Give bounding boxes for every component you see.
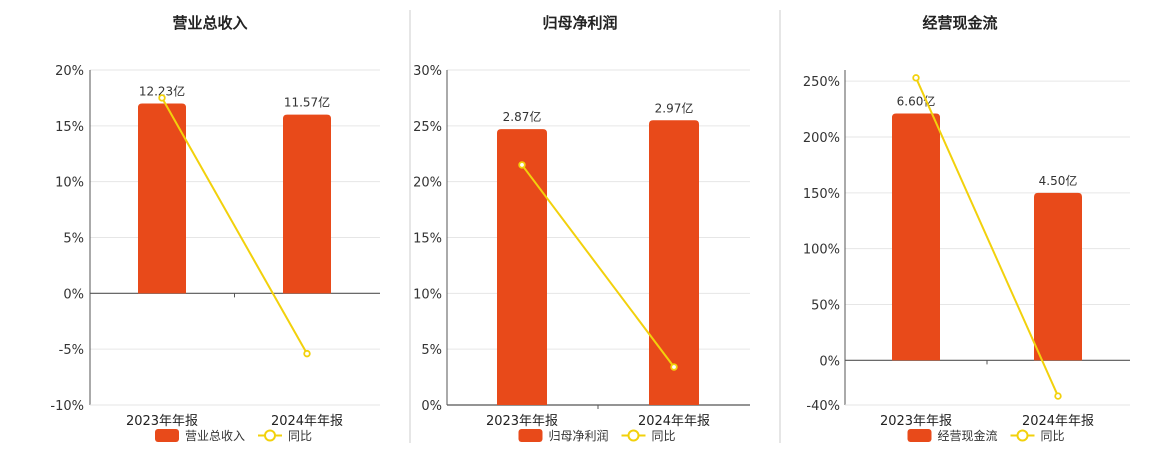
bar: [283, 114, 331, 294]
y-tick-label: 5%: [421, 343, 442, 358]
y-tick-label: 100%: [803, 243, 840, 258]
chart-panel-3: 经营现金流250%200%150%100%50%0%-40%6.60亿4.50亿…: [803, 14, 1130, 443]
x-category-label: 2023年年报: [126, 414, 198, 429]
y-tick-label: 0%: [819, 354, 840, 369]
y-tick-label: 20%: [55, 64, 84, 79]
legend-bar-swatch: [907, 429, 932, 442]
bar-value-label: 2.97亿: [655, 100, 694, 115]
y-tick-label: 25%: [413, 120, 442, 135]
legend-bar-label: 营业总收入: [185, 429, 245, 443]
chart-title: 经营现金流: [922, 14, 997, 32]
chart-panel-1: 营业总收入 20% 15% 10% 5% 0% -5% -10% 12.23亿 11.57亿 202…: [50, 14, 380, 443]
y-tick-label: 150%: [803, 187, 840, 202]
bar-value-label: 12.23亿: [139, 84, 185, 99]
legend: 归母净利润 同比: [518, 429, 676, 443]
y-tick-label: 0%: [63, 287, 84, 302]
legend-bar-label: 经营现金流: [938, 428, 998, 443]
y-tick-label: 50%: [811, 299, 840, 314]
yoy-point: [670, 363, 678, 371]
legend-line-label: 同比: [288, 429, 312, 443]
y-tick-label: 250%: [803, 75, 840, 90]
bar: [649, 120, 699, 405]
y-tick-label: -5%: [59, 343, 84, 358]
yoy-point: [303, 349, 311, 358]
yoy-line: [521, 164, 675, 368]
x-category-label: 2023年年报: [486, 414, 558, 429]
yoy-point: [158, 94, 166, 102]
legend: 经营现金流 同比: [907, 428, 1065, 443]
x-category-label: 2024年年报: [271, 414, 343, 429]
yoy-point: [912, 74, 920, 82]
y-tick-label: 30%: [413, 64, 442, 79]
yoy-line: [161, 97, 308, 355]
bar: [138, 103, 186, 294]
legend-bar-label: 归母净利润: [549, 429, 609, 443]
x-category-label: 2023年年报: [880, 414, 952, 429]
legend-line-marker: [264, 429, 276, 442]
y-tick-label: 0%: [421, 399, 442, 414]
legend-line-label: 同比: [652, 429, 676, 443]
legend: 营业总收入 同比: [155, 429, 312, 443]
yoy-line: [915, 77, 1059, 397]
y-tick-label: 10%: [413, 287, 442, 302]
bar: [497, 129, 547, 405]
y-tick-label: 15%: [413, 232, 442, 247]
legend-bar-swatch: [155, 429, 179, 442]
y-tick-label: -40%: [806, 399, 840, 414]
y-tick-label: 5%: [63, 232, 84, 247]
y-tick-label: 15%: [55, 120, 84, 135]
bar-value-label: 4.50亿: [1039, 173, 1078, 188]
y-tick-label: 200%: [803, 131, 840, 146]
bar-value-label: 2.87亿: [503, 109, 542, 124]
legend-line-marker: [627, 429, 640, 442]
bar-value-label: 11.57亿: [284, 95, 330, 110]
legend-line-marker: [1016, 429, 1029, 442]
chart-title: 营业总收入: [172, 14, 247, 32]
bar: [892, 113, 940, 361]
x-category-label: 2024年年报: [1022, 414, 1094, 429]
chart-panel-2: 归母净利润 30% 25% 20% 15% 10% 5% 0% 2.87亿 2.97亿 2023年年…: [413, 14, 750, 443]
bar: [1034, 192, 1082, 361]
chart-title: 归母净利润: [542, 14, 617, 32]
legend-line-label: 同比: [1041, 429, 1065, 443]
y-tick-label: 10%: [55, 176, 84, 191]
legend-bar-swatch: [518, 429, 543, 442]
yoy-point: [1054, 392, 1062, 400]
yoy-point: [518, 161, 526, 169]
y-tick-label: 20%: [413, 176, 442, 191]
x-category-label: 2024年年报: [638, 414, 710, 429]
y-tick-label: -10%: [50, 399, 84, 414]
